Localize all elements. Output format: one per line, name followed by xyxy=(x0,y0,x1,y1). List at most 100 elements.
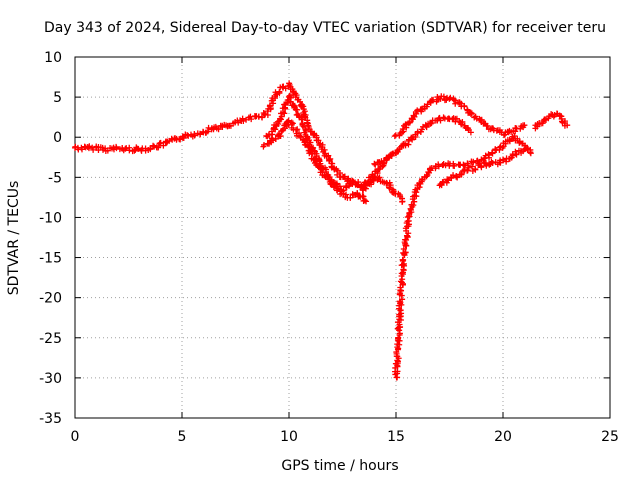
data-point xyxy=(521,146,528,153)
data-point xyxy=(266,102,273,109)
x-tick-label: 10 xyxy=(280,429,298,445)
data-point xyxy=(150,142,157,149)
data-point xyxy=(349,177,356,184)
data-point xyxy=(447,94,454,101)
data-point xyxy=(287,98,294,105)
data-point xyxy=(485,152,492,159)
y-tick-label: 5 xyxy=(53,90,62,106)
data-point xyxy=(276,131,283,138)
data-point xyxy=(122,145,129,152)
data-point xyxy=(278,113,285,120)
data-point xyxy=(453,173,460,180)
data-point xyxy=(527,150,534,157)
data-point xyxy=(434,94,441,101)
data-point xyxy=(450,96,457,103)
data-point xyxy=(451,163,458,170)
data-point xyxy=(302,141,309,148)
data-point xyxy=(155,144,162,151)
data-point xyxy=(454,174,461,181)
data-point xyxy=(277,116,284,123)
y-tick-label: 10 xyxy=(44,50,62,66)
data-point xyxy=(399,126,406,133)
data-point xyxy=(435,163,442,170)
data-point xyxy=(284,118,291,125)
data-point xyxy=(492,146,499,153)
data-point xyxy=(386,185,393,192)
data-point xyxy=(458,121,465,128)
data-point xyxy=(180,135,187,142)
data-point xyxy=(513,151,520,158)
data-point xyxy=(301,108,308,115)
data-point xyxy=(411,113,418,120)
data-point xyxy=(334,187,341,194)
data-point xyxy=(402,142,409,149)
data-point xyxy=(450,172,457,179)
data-point xyxy=(113,145,120,152)
y-tick-label: -20 xyxy=(39,291,62,307)
data-point xyxy=(467,129,474,136)
data-point xyxy=(330,184,337,191)
data-point xyxy=(332,182,339,189)
data-point xyxy=(423,103,430,110)
data-point xyxy=(281,110,288,117)
x-tick-label: 20 xyxy=(494,429,512,445)
data-point xyxy=(427,120,434,127)
data-point xyxy=(400,245,407,252)
data-point xyxy=(469,163,476,170)
data-point xyxy=(545,115,552,122)
data-point xyxy=(470,158,477,165)
y-tick-label: -10 xyxy=(39,210,62,226)
data-point xyxy=(564,122,571,129)
plot-frame xyxy=(74,56,611,419)
data-point xyxy=(445,177,452,184)
data-point xyxy=(86,143,93,150)
data-point xyxy=(509,152,516,159)
data-point xyxy=(315,137,322,144)
data-point xyxy=(408,209,415,216)
y-tick-label: -5 xyxy=(48,170,62,186)
data-point xyxy=(438,182,445,189)
data-point xyxy=(398,287,405,294)
data-point xyxy=(343,191,350,198)
data-point xyxy=(396,330,403,337)
x-tick-label: 5 xyxy=(178,429,187,445)
data-point xyxy=(444,176,451,183)
y-tick-label: 0 xyxy=(53,130,62,146)
data-point xyxy=(240,117,247,124)
data-point xyxy=(341,173,348,180)
data-point xyxy=(400,256,407,263)
data-point xyxy=(437,117,444,124)
data-point xyxy=(400,260,407,267)
data-point xyxy=(160,142,167,149)
data-point xyxy=(387,182,394,189)
data-point xyxy=(399,198,406,205)
data-point xyxy=(483,162,490,169)
data-point xyxy=(465,164,472,171)
data-point xyxy=(294,106,301,113)
grid-lines xyxy=(75,57,610,418)
data-point xyxy=(472,113,479,120)
data-point xyxy=(371,160,378,167)
data-point xyxy=(414,107,421,114)
data-point xyxy=(344,177,351,184)
data-point xyxy=(394,319,401,326)
y-tick-label: -35 xyxy=(39,411,62,427)
data-point xyxy=(197,131,204,138)
data-point xyxy=(215,126,222,133)
data-point xyxy=(458,171,465,178)
data-point xyxy=(363,198,370,205)
data-point xyxy=(298,116,305,123)
data-point xyxy=(295,96,302,103)
x-tick-label: 15 xyxy=(387,429,405,445)
data-point xyxy=(342,184,349,191)
data-point xyxy=(440,178,447,185)
data-point xyxy=(398,270,405,277)
data-point xyxy=(261,141,268,148)
data-point xyxy=(394,358,401,365)
y-tick-label: -30 xyxy=(39,371,62,387)
data-point xyxy=(478,164,485,171)
data-point xyxy=(440,93,447,100)
data-point xyxy=(461,102,468,109)
data-point xyxy=(486,161,493,168)
data-point xyxy=(408,201,415,208)
